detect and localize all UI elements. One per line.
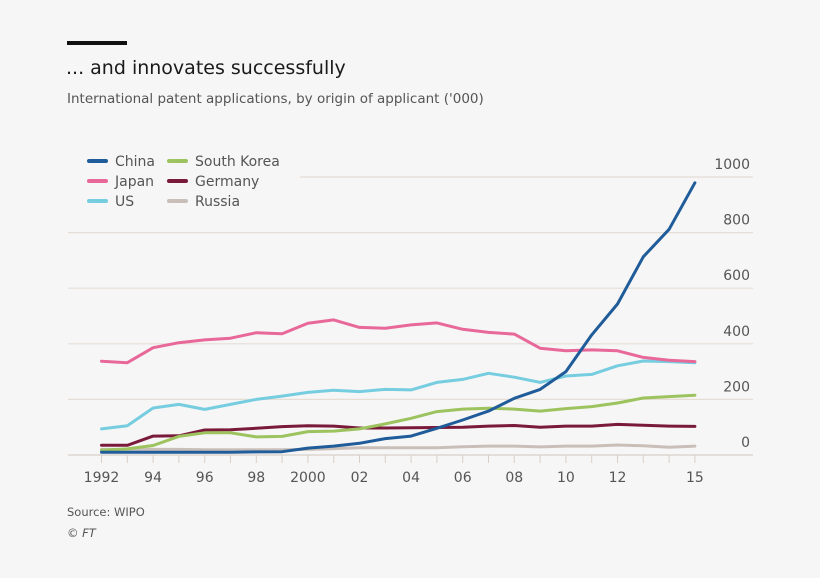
y-tick-label: 1000 bbox=[714, 157, 750, 173]
x-tick-label: 15 bbox=[686, 470, 704, 486]
series-line-south-korea bbox=[100, 393, 697, 452]
series-line-russia bbox=[100, 443, 697, 452]
x-tick-label: 1992 bbox=[84, 470, 120, 486]
y-tick-label: 600 bbox=[723, 268, 750, 284]
x-tick-label: 94 bbox=[144, 470, 162, 486]
x-tick-label: 08 bbox=[505, 470, 523, 486]
chart-title: ... and innovates successfully bbox=[66, 57, 346, 79]
series-line-us bbox=[100, 359, 697, 431]
source-note: Source: WIPO bbox=[67, 505, 145, 519]
x-tick-label: 04 bbox=[402, 470, 420, 486]
y-tick-label: 400 bbox=[723, 324, 750, 340]
y-tick-label: 800 bbox=[723, 213, 750, 229]
y-tick-label: 200 bbox=[723, 379, 750, 395]
series-line-china bbox=[100, 181, 697, 454]
legend-label: Japan bbox=[114, 174, 154, 190]
x-tick-label: 98 bbox=[247, 470, 265, 486]
x-tick-label: 10 bbox=[557, 470, 575, 486]
series-line-germany bbox=[100, 422, 697, 447]
x-tick-label: 02 bbox=[351, 470, 369, 486]
title-rule bbox=[67, 41, 127, 45]
legend-label: US bbox=[115, 194, 134, 210]
legend-label: South Korea bbox=[195, 154, 280, 170]
credit: © FT bbox=[67, 526, 96, 540]
legend-label: Russia bbox=[195, 194, 240, 210]
chart-subtitle: International patent applications, by or… bbox=[67, 91, 484, 107]
x-tick-label: 12 bbox=[609, 470, 627, 486]
legend-label: Germany bbox=[195, 174, 259, 190]
series-line-japan bbox=[100, 318, 697, 365]
x-tick-label: 2000 bbox=[290, 470, 326, 486]
x-tick-label: 96 bbox=[196, 470, 214, 486]
y-tick-label: 0 bbox=[741, 435, 750, 451]
x-tick-label: 06 bbox=[454, 470, 472, 486]
legend-label: China bbox=[115, 154, 155, 170]
